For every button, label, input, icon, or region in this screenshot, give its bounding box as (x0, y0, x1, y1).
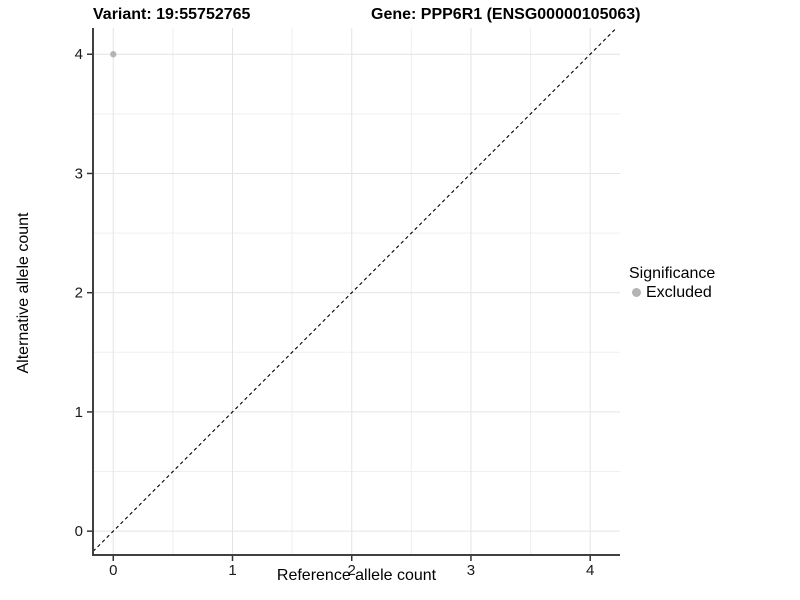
x-tick-label: 3 (467, 562, 475, 579)
x-tick-label: 1 (228, 562, 236, 579)
variant-title: Variant: 19:55752765 (93, 6, 251, 23)
y-tick-label: 2 (75, 285, 83, 302)
legend-item-label: Excluded (646, 284, 712, 301)
legend: Significance Excluded (629, 264, 715, 302)
y-tick-label: 1 (75, 404, 83, 421)
x-tick-label: 4 (586, 562, 594, 579)
identity-line (92, 27, 617, 552)
legend-item-excluded: Excluded (629, 283, 715, 302)
x-tick-label: 0 (109, 562, 117, 579)
gene-title: Gene: PPP6R1 (ENSG00000105063) (371, 6, 641, 23)
legend-title: Significance (629, 265, 716, 282)
y-tick-label: 3 (75, 165, 83, 182)
y-tick-label: 4 (75, 46, 83, 63)
x-axis-title: Reference allele count (276, 567, 437, 584)
x-tick-label: 2 (348, 562, 356, 579)
legend-point-icon (632, 288, 641, 297)
y-axis-title: Alternative allele count (15, 212, 32, 374)
y-tick-label: 0 (75, 523, 83, 540)
data-point (110, 51, 117, 58)
